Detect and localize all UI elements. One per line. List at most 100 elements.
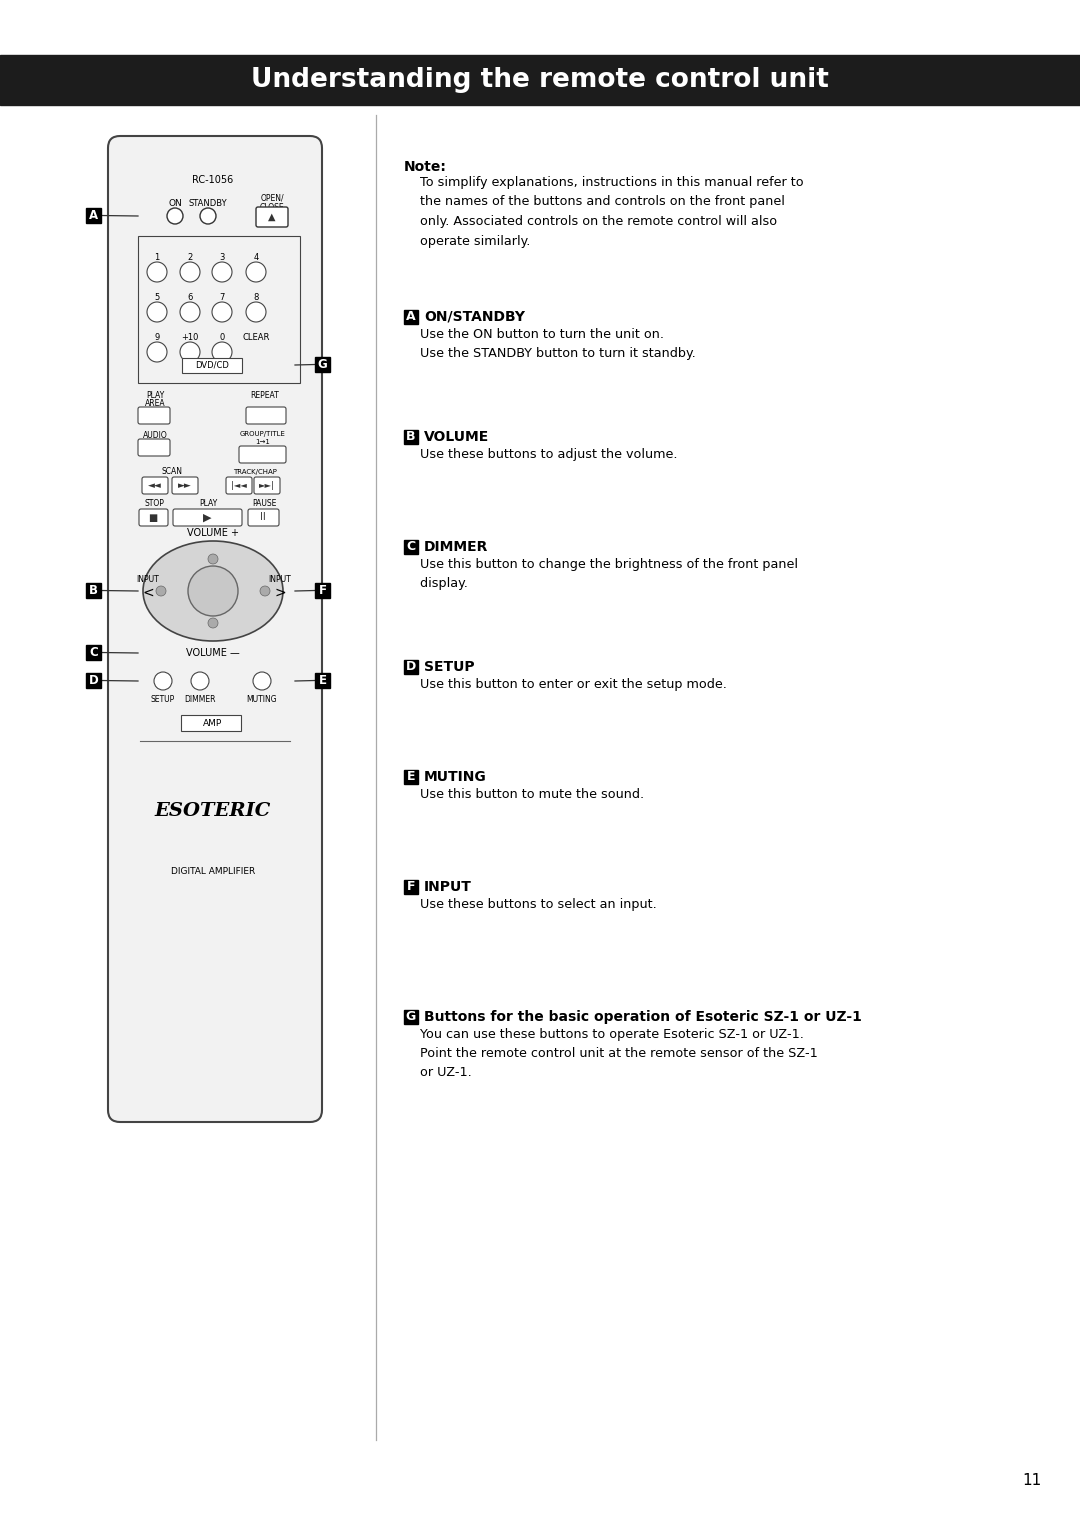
Circle shape [191, 671, 210, 690]
Circle shape [167, 208, 183, 224]
Text: 8: 8 [254, 293, 259, 302]
Text: SETUP: SETUP [151, 696, 175, 705]
Text: ■: ■ [148, 513, 158, 522]
Bar [86, 645, 102, 661]
Bar [86, 208, 102, 223]
Text: PLAY: PLAY [146, 392, 164, 400]
FancyBboxPatch shape [256, 208, 288, 227]
Text: TRACK/CHAP: TRACK/CHAP [233, 468, 276, 475]
Circle shape [180, 302, 200, 322]
Text: To simplify explanations, instructions in this manual refer to
    the names of : To simplify explanations, instructions i… [404, 175, 804, 247]
Text: 5: 5 [154, 293, 160, 302]
FancyBboxPatch shape [138, 439, 170, 456]
Text: REPEAT: REPEAT [251, 392, 280, 400]
Text: D: D [89, 674, 98, 687]
Text: VOLUME —: VOLUME — [186, 649, 240, 658]
Text: 1: 1 [154, 253, 160, 262]
Bar [404, 310, 418, 324]
Text: STOP: STOP [144, 499, 164, 508]
Text: SETUP: SETUP [424, 661, 474, 674]
Text: 9: 9 [154, 334, 160, 342]
Text: 11: 11 [1023, 1473, 1042, 1488]
Text: C: C [406, 540, 416, 554]
Bar [404, 430, 418, 444]
Text: A: A [89, 209, 98, 221]
Bar [404, 1010, 418, 1024]
Text: Use this button to mute the sound.: Use this button to mute the sound. [404, 787, 644, 801]
FancyBboxPatch shape [138, 407, 170, 424]
Bar [315, 357, 330, 372]
Text: ◄◄: ◄◄ [148, 481, 162, 490]
Bar [404, 540, 418, 554]
Bar [404, 661, 418, 674]
Text: DIMMER: DIMMER [185, 696, 216, 705]
FancyBboxPatch shape [141, 478, 168, 494]
Bar [404, 881, 418, 894]
FancyBboxPatch shape [108, 136, 322, 1122]
Bar [138, 237, 300, 383]
Text: PAUSE: PAUSE [252, 499, 276, 508]
Bar [404, 771, 418, 784]
Text: II: II [260, 513, 266, 522]
FancyBboxPatch shape [181, 716, 241, 731]
Text: E: E [407, 771, 415, 783]
Text: A: A [406, 310, 416, 324]
Text: ▶: ▶ [203, 513, 212, 522]
Text: ►►: ►► [178, 481, 192, 490]
Text: You can use these buttons to operate Esoteric SZ-1 or UZ-1.
    Point the remote: You can use these buttons to operate Eso… [404, 1029, 818, 1079]
FancyBboxPatch shape [139, 510, 168, 526]
Text: >: > [274, 586, 286, 600]
Text: AUDIO: AUDIO [143, 432, 167, 441]
Text: |◄◄: |◄◄ [231, 481, 247, 490]
Text: INPUT: INPUT [137, 574, 160, 583]
Text: 4: 4 [254, 253, 258, 262]
FancyBboxPatch shape [183, 359, 242, 372]
Circle shape [188, 566, 238, 617]
Text: VOLUME +: VOLUME + [187, 528, 239, 539]
Circle shape [208, 554, 218, 565]
Text: Use these buttons to select an input.: Use these buttons to select an input. [404, 897, 657, 911]
Text: Understanding the remote control unit: Understanding the remote control unit [251, 67, 829, 93]
FancyBboxPatch shape [254, 478, 280, 494]
Text: INPUT: INPUT [269, 574, 292, 583]
FancyBboxPatch shape [239, 446, 286, 462]
Text: 3: 3 [219, 253, 225, 262]
Circle shape [212, 302, 232, 322]
Text: Use this button to change the brightness of the front panel
    display.: Use this button to change the brightness… [404, 559, 798, 591]
Circle shape [147, 342, 167, 362]
Text: ON/STANDBY: ON/STANDBY [424, 310, 525, 324]
FancyBboxPatch shape [248, 510, 279, 526]
Text: MUTING: MUTING [246, 696, 278, 705]
Text: INPUT: INPUT [424, 881, 472, 894]
Text: E: E [319, 674, 326, 687]
Text: G: G [318, 359, 327, 371]
Circle shape [147, 262, 167, 282]
Text: 0: 0 [219, 334, 225, 342]
Text: VOLUME: VOLUME [424, 430, 489, 444]
Circle shape [253, 671, 271, 690]
Text: Use the ON button to turn the unit on.
    Use the STANDBY button to turn it sta: Use the ON button to turn the unit on. U… [404, 328, 696, 360]
Text: STANDBY: STANDBY [189, 198, 227, 208]
FancyBboxPatch shape [226, 478, 252, 494]
Circle shape [200, 208, 216, 224]
Circle shape [212, 342, 232, 362]
Text: MUTING: MUTING [424, 771, 487, 784]
Text: 6: 6 [187, 293, 192, 302]
Text: PLAY: PLAY [199, 499, 217, 508]
Bar [86, 673, 102, 688]
Text: Use these buttons to adjust the volume.: Use these buttons to adjust the volume. [404, 449, 677, 461]
Text: DVD/CD: DVD/CD [195, 362, 229, 369]
Circle shape [246, 302, 266, 322]
Text: ►►|: ►►| [259, 481, 275, 490]
FancyBboxPatch shape [173, 510, 242, 526]
Circle shape [180, 342, 200, 362]
Ellipse shape [143, 542, 283, 641]
Circle shape [208, 618, 218, 629]
Text: B: B [406, 430, 416, 444]
Bar [86, 583, 102, 598]
Text: AREA: AREA [145, 400, 165, 409]
Circle shape [260, 586, 270, 597]
Circle shape [246, 262, 266, 282]
Circle shape [156, 586, 166, 597]
Text: OPEN/: OPEN/ [260, 194, 284, 203]
